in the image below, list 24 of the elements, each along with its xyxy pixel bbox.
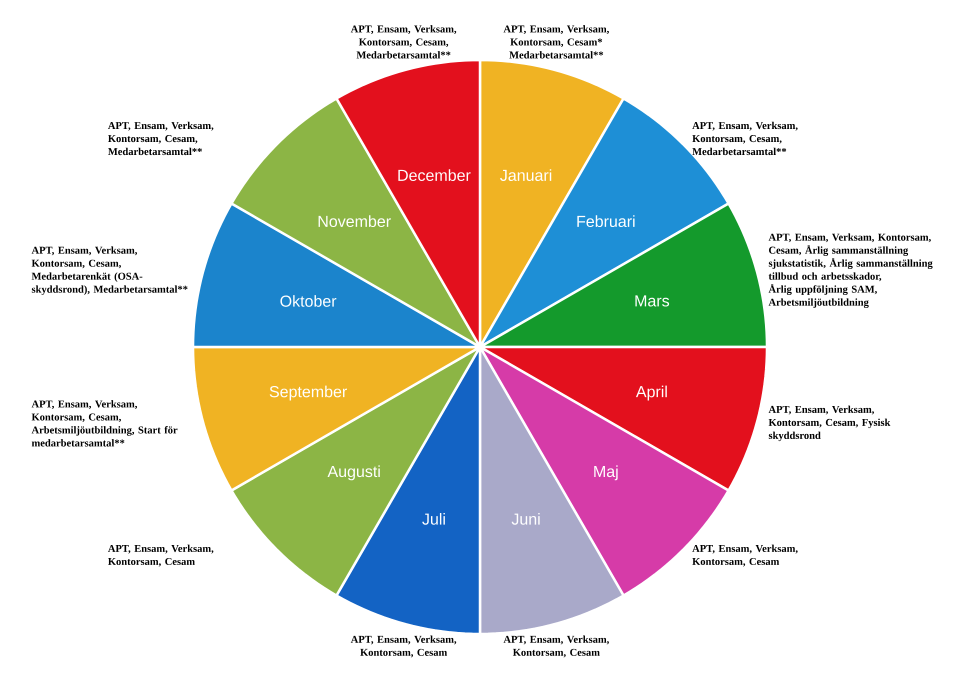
- text: APT, Ensam, Verksam, Kontorsam, Cesam, Medarbetarsamtal**: [350, 25, 456, 59]
- text: APT, Ensam, Verksam, Kontorsam, Cesam, Arbetsmiljöutbildning, Start för medarbetarsamtal**: [32, 400, 178, 447]
- slice-label: Maj: [594, 465, 618, 480]
- text: APT, Ensam, Verksam, Kontorsam, Cesam, Medarbetarsamtal**: [108, 122, 214, 156]
- slice-label: Januari: [500, 169, 552, 181]
- text: APT, Ensam, Verksam, Kontorsam, Cesam, Fysisk skyddsrond: [768, 406, 890, 442]
- text: APT, Ensam, Verksam, Kontorsam, Cesam* Medarbetarsamtal**: [504, 25, 609, 59]
- slice-label: Augusti: [328, 465, 380, 480]
- slice-label: November: [318, 215, 391, 228]
- slice-label: Juli: [422, 513, 445, 525]
- text: APT, Ensam, Verksam, Kontorsam, Cesam: [504, 635, 609, 658]
- text: APT, Ensam, Verksam, Kontorsam, Cesam: [350, 635, 456, 658]
- slice-label: Oktober: [280, 295, 336, 307]
- text: APT, Ensam, Verksam, Kontorsam, Cesam, Medarbetarenkät (OSA-skyddsrond), Medarbetarsamtal**: [32, 246, 188, 295]
- text: APT, Ensam, Verksam, Kontorsam, Cesam: [692, 544, 798, 567]
- slice-label: Mars: [635, 295, 670, 307]
- slice-label: December: [398, 169, 471, 181]
- slice-label: Februari: [577, 215, 635, 228]
- slice-label: Juni: [512, 513, 540, 525]
- text: APT, Ensam, Verksam, Kontorsam, Cesam: [108, 544, 214, 567]
- text: APT, Ensam, Verksam, Kontorsam, Cesam, Årlig sammanställning sjukstatistik, Årlig sammanställning tillbud och arbetsskador, Årlig uppföljning SAM, Arbetsmiljöutbildning: [768, 233, 933, 308]
- text: APT, Ensam, Verksam, Kontorsam, Cesam, Medarbetarsamtal**: [692, 122, 798, 156]
- slice-label: September: [270, 386, 347, 401]
- slice-label: April: [636, 386, 667, 401]
